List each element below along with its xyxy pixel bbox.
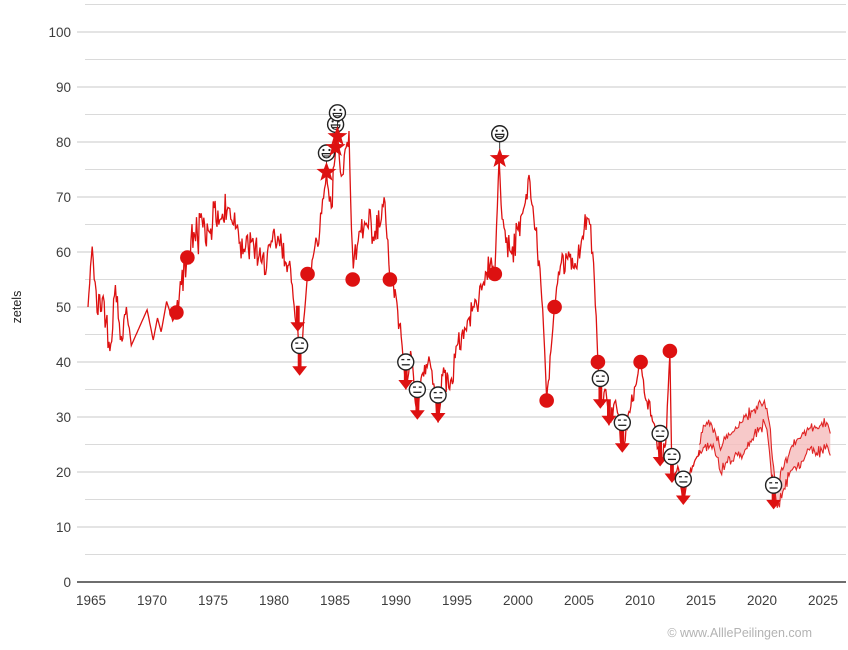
x-tick-label: 2015: [686, 593, 716, 608]
x-tick-label: 1965: [76, 593, 106, 608]
y-axis-tick-labels: 0 10 20 30 40 50 60 70 80 90 100: [48, 25, 71, 590]
election-result-dot: [382, 272, 398, 287]
record-high-star-icon: [325, 137, 346, 156]
record-low-arrow-icon: [292, 366, 308, 376]
neutral-face-icon: [613, 413, 632, 432]
face-outline: [651, 424, 669, 443]
poll-band-edge: [698, 419, 831, 508]
x-tick-label: 2010: [625, 593, 655, 608]
face-eye: [333, 108, 336, 111]
poll-range-band: [698, 398, 831, 508]
neutral-face-icon: [591, 369, 610, 388]
face-outline: [613, 413, 632, 432]
face-eye: [501, 129, 504, 132]
y-tick-label: 50: [56, 300, 71, 315]
election-result-dot: [662, 343, 678, 359]
neutral-face-icon: [651, 424, 669, 443]
y-tick-label: 70: [56, 190, 71, 205]
face-outline: [408, 380, 427, 399]
grinning-face-icon: [328, 104, 347, 122]
election-result-dot: [345, 272, 360, 287]
x-tick-label: 2020: [747, 593, 777, 608]
face-outline: [397, 353, 415, 371]
face-eye: [322, 148, 325, 152]
face-eye: [495, 129, 498, 132]
x-tick-label: 2025: [808, 593, 838, 608]
neutral-face-icon: [429, 386, 447, 404]
record-low-arrow-icon: [398, 380, 414, 390]
face-eye: [339, 108, 342, 111]
watermark: © www.AlllePeilingen.com: [667, 626, 812, 640]
record-low-arrow-icon: [675, 495, 691, 505]
y-tick-label: 10: [56, 520, 71, 535]
face-outline: [429, 386, 447, 404]
y-tick-label: 20: [56, 465, 71, 480]
x-tick-label: 1975: [198, 593, 228, 608]
face-outline: [663, 447, 681, 466]
face-eye: [328, 148, 331, 152]
face-outline: [290, 336, 309, 355]
face-outline: [674, 470, 693, 488]
y-tick-label: 80: [56, 135, 71, 150]
record-low-arrow-icon: [614, 443, 630, 453]
x-tick-label: 1980: [259, 593, 289, 608]
neutral-face-icon: [663, 447, 681, 466]
record-low-arrow-icon: [766, 499, 781, 510]
poll-band-edge: [698, 398, 831, 490]
record-high-star-icon: [489, 148, 510, 167]
y-tick-label: 30: [56, 410, 71, 425]
y-axis-title: zetels: [10, 291, 24, 324]
neutral-face-icon: [408, 380, 427, 399]
face-eye: [331, 120, 334, 123]
neutral-face-icon: [397, 353, 415, 371]
neutral-face-icon: [674, 470, 693, 488]
x-tick-label: 2005: [564, 593, 594, 608]
record-low-arrow-icon: [290, 322, 306, 332]
election-result-dot: [547, 299, 562, 315]
neutral-face-icon: [290, 336, 309, 355]
election-result-dot: [633, 354, 648, 370]
y-tick-label: 90: [56, 80, 71, 95]
neutral-face-icon: [764, 476, 783, 494]
election-result-dot: [180, 250, 195, 265]
x-tick-label: 1990: [381, 593, 411, 608]
election-result-dot: [590, 354, 606, 370]
grinning-face-icon: [491, 125, 509, 143]
record-low-arrow-icon: [592, 399, 608, 409]
record-low-arrow-icon: [409, 410, 425, 420]
x-tick-label: 2000: [503, 593, 533, 608]
markers: [169, 104, 783, 510]
gridlines: [77, 4, 846, 583]
y-tick-label: 100: [48, 25, 71, 40]
grinning-face-icon: [317, 144, 336, 162]
record-high-star-icon: [316, 161, 337, 181]
record-low-arrow-icon: [430, 413, 446, 423]
election-result-dot: [300, 266, 315, 282]
y-tick-label: 40: [56, 355, 71, 370]
x-axis-tick-labels: 1965 1970 1975 1980 1985 1990 1995 2000 2005 2010…: [76, 593, 838, 608]
x-tick-label: 1995: [442, 593, 472, 608]
y-tick-label: 60: [56, 245, 71, 260]
y-tick-label: 0: [63, 575, 71, 590]
election-result-dot: [169, 305, 184, 320]
face-outline: [591, 369, 610, 388]
record-high-star-icon: [327, 126, 348, 145]
record-low-arrow-icon: [601, 415, 617, 426]
x-tick-label: 1985: [320, 593, 350, 608]
x-tick-label: 1970: [137, 593, 167, 608]
face-outline: [764, 476, 783, 494]
election-result-dot: [539, 393, 554, 408]
election-result-dot: [487, 266, 503, 282]
